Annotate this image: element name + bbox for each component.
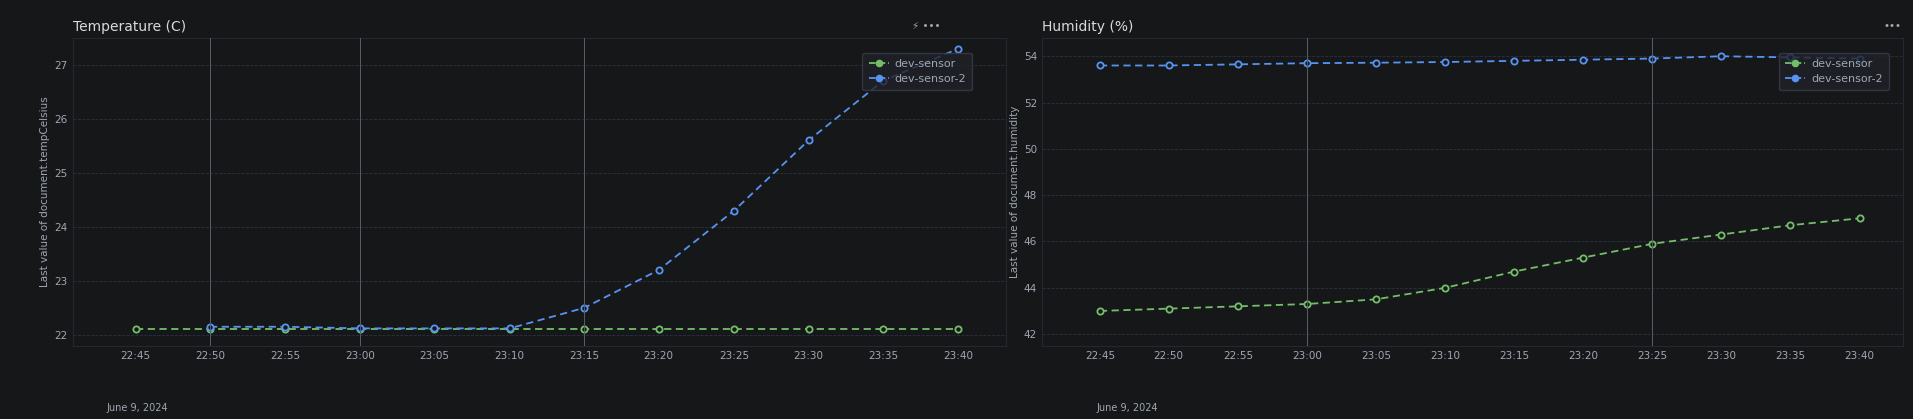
Text: •••: ••• [1884,21,1902,31]
Text: June 9, 2024: June 9, 2024 [1096,403,1157,413]
Y-axis label: Last value of document.tempCelsius: Last value of document.tempCelsius [40,96,50,287]
Text: Humidity (%): Humidity (%) [1043,20,1132,34]
Legend: dev-sensor, dev-sensor-2: dev-sensor, dev-sensor-2 [863,52,972,90]
Text: Temperature (C): Temperature (C) [73,20,186,34]
Text: ⚡ •••: ⚡ ••• [913,21,941,31]
Text: June 9, 2024: June 9, 2024 [105,403,168,413]
Legend: dev-sensor, dev-sensor-2: dev-sensor, dev-sensor-2 [1779,52,1890,90]
Y-axis label: Last value of document.humidity: Last value of document.humidity [1010,106,1020,278]
